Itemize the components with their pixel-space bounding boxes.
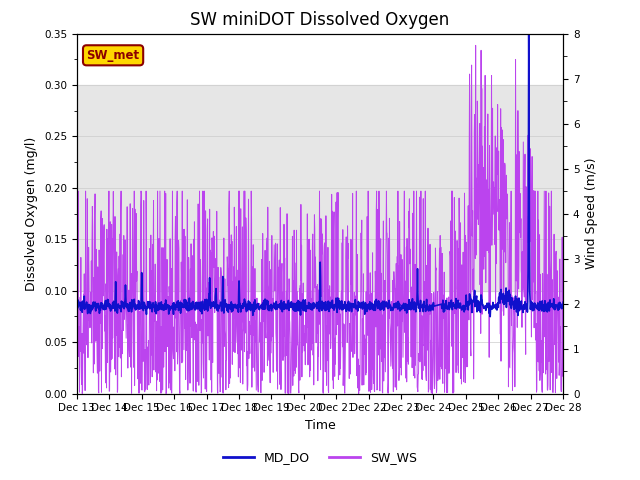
- Y-axis label: Dissolved Oxygen (mg/l): Dissolved Oxygen (mg/l): [26, 136, 38, 291]
- Title: SW miniDOT Dissolved Oxygen: SW miniDOT Dissolved Oxygen: [190, 11, 450, 29]
- X-axis label: Time: Time: [305, 419, 335, 432]
- Text: SW_met: SW_met: [86, 49, 140, 62]
- Bar: [77, 85, 563, 291]
- Y-axis label: Wind Speed (m/s): Wind Speed (m/s): [585, 158, 598, 269]
- Legend: MD_DO, SW_WS: MD_DO, SW_WS: [218, 446, 422, 469]
